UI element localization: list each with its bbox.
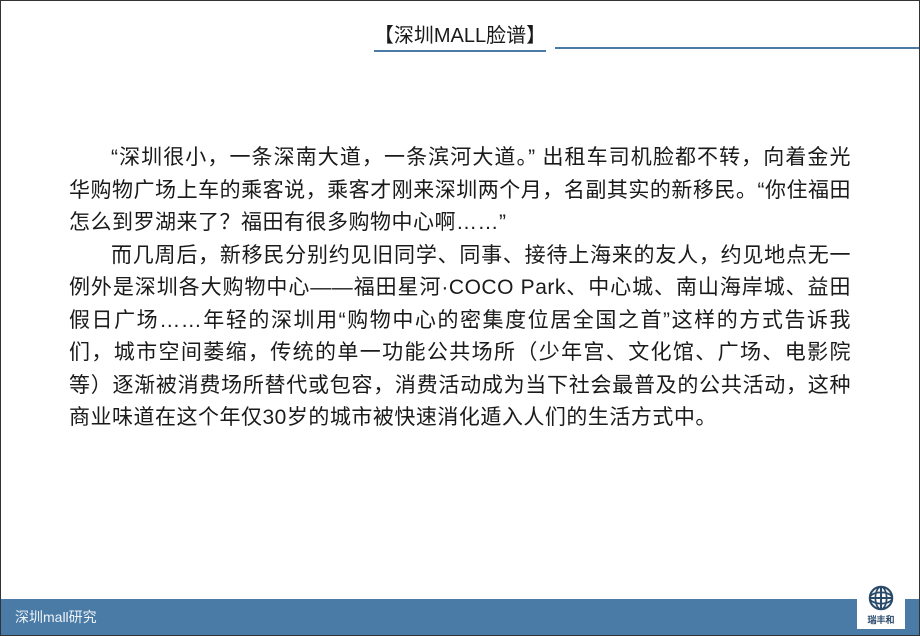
footer-text: 深圳mall研究 bbox=[15, 607, 97, 627]
page-title: 【深圳MALL脸谱】 bbox=[374, 19, 546, 52]
paragraph-1: “深圳很小，一条深南大道，一条滨河大道。” 出租车司机脸都不转，向着金光华购物广… bbox=[69, 142, 851, 240]
title-container: 【深圳MALL脸谱】 bbox=[1, 1, 919, 52]
logo-text: 瑞丰和 bbox=[867, 613, 894, 626]
footer-bar: 深圳mall研究 瑞丰和 bbox=[1, 599, 919, 635]
body-text: “深圳很小，一条深南大道，一条滨河大道。” 出租车司机脸都不转，向着金光华购物广… bbox=[1, 52, 919, 435]
paragraph-2: 而几周后，新移民分别约见旧同学、同事、接待上海来的友人，约见地点无一例外是深圳各… bbox=[69, 240, 851, 435]
logo-box: 瑞丰和 bbox=[857, 581, 905, 629]
globe-icon bbox=[867, 584, 895, 612]
slide-page: 【深圳MALL脸谱】 “深圳很小，一条深南大道，一条滨河大道。” 出租车司机脸都… bbox=[0, 0, 920, 636]
title-underline-extension bbox=[555, 47, 919, 49]
